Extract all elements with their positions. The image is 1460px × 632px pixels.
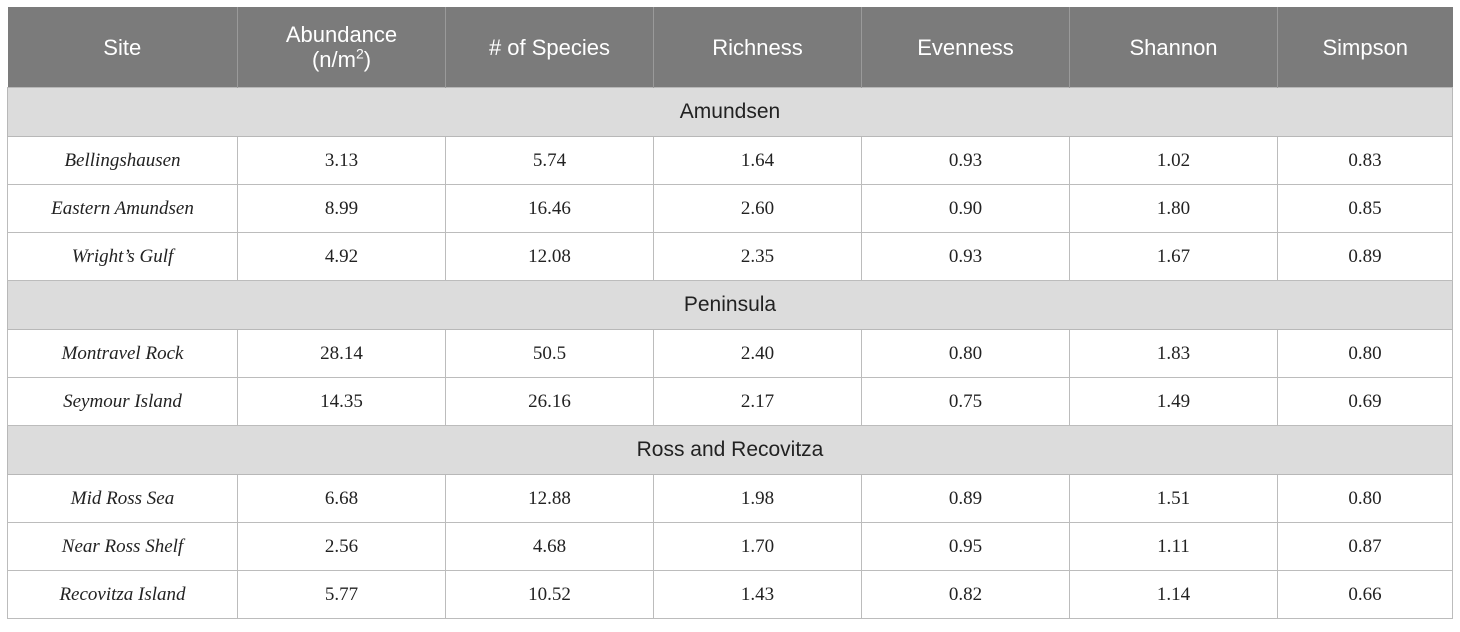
cell-species: 26.16 [445,377,654,426]
cell-abundance: 6.68 [237,474,446,523]
cell-site: Bellingshausen [7,136,238,185]
table-row: Bellingshausen 3.13 5.74 1.64 0.93 1.02 0.83 [7,136,1453,185]
cell-evenness: 0.90 [861,184,1070,233]
header-abundance-unit-post: ) [363,47,372,72]
header-row: Site Abundance (n/m2) # of Species Richn… [7,7,1453,88]
cell-richness: 2.35 [653,232,862,281]
group-row: Peninsula [7,280,1453,330]
cell-simpson: 0.85 [1277,184,1453,233]
table-row: Eastern Amundsen 8.99 16.46 2.60 0.90 1.80 0.8… [7,184,1453,233]
cell-abundance: 5.77 [237,570,446,619]
cell-site: Eastern Amundsen [7,184,238,233]
cell-shannon: 1.14 [1069,570,1278,619]
cell-richness: 2.40 [653,329,862,378]
group-row: Amundsen [7,87,1453,137]
header-evenness: Evenness [861,7,1070,88]
cell-richness: 2.17 [653,377,862,426]
cell-evenness: 0.89 [861,474,1070,523]
cell-site: Seymour Island [7,377,238,426]
cell-richness: 1.98 [653,474,862,523]
group-label: Peninsula [7,280,1453,330]
cell-shannon: 1.80 [1069,184,1278,233]
cell-shannon: 1.49 [1069,377,1278,426]
cell-evenness: 0.82 [861,570,1070,619]
cell-richness: 1.43 [653,570,862,619]
cell-simpson: 0.80 [1277,474,1453,523]
cell-abundance: 28.14 [237,329,446,378]
header-richness: Richness [653,7,862,88]
cell-richness: 1.70 [653,522,862,571]
cell-abundance: 4.92 [237,232,446,281]
table-header: Site Abundance (n/m2) # of Species Richn… [7,7,1453,88]
cell-shannon: 1.67 [1069,232,1278,281]
table-body: Amundsen Bellingshausen 3.13 5.74 1.64 0.93 1.… [7,87,1453,619]
table-row: Mid Ross Sea 6.68 12.88 1.98 0.89 1.51 0.80 [7,474,1453,523]
table-row: Montravel Rock 28.14 50.5 2.40 0.80 1.83 0.80 [7,329,1453,378]
cell-abundance: 14.35 [237,377,446,426]
cell-simpson: 0.83 [1277,136,1453,185]
cell-simpson: 0.66 [1277,570,1453,619]
header-shannon: Shannon [1069,7,1278,88]
cell-shannon: 1.83 [1069,329,1278,378]
table-row: Recovitza Island 5.77 10.52 1.43 0.82 1.14 0.6… [7,570,1453,619]
header-species: # of Species [445,7,654,88]
cell-abundance: 3.13 [237,136,446,185]
cell-simpson: 0.89 [1277,232,1453,281]
cell-species: 12.88 [445,474,654,523]
cell-species: 10.52 [445,570,654,619]
header-abundance-line1: Abundance [285,22,398,47]
table-row: Near Ross Shelf 2.56 4.68 1.70 0.95 1.11 0.87 [7,522,1453,571]
cell-evenness: 0.93 [861,232,1070,281]
cell-site: Recovitza Island [7,570,238,619]
cell-simpson: 0.87 [1277,522,1453,571]
cell-abundance: 2.56 [237,522,446,571]
cell-site: Montravel Rock [7,329,238,378]
cell-site: Near Ross Shelf [7,522,238,571]
cell-species: 5.74 [445,136,654,185]
cell-richness: 1.64 [653,136,862,185]
cell-species: 50.5 [445,329,654,378]
header-abundance-unit-pre: (n/m [311,47,356,72]
cell-abundance: 8.99 [237,184,446,233]
header-simpson: Simpson [1277,7,1453,88]
group-label: Ross and Recovitza [7,425,1453,475]
cell-shannon: 1.11 [1069,522,1278,571]
cell-species: 4.68 [445,522,654,571]
cell-species: 12.08 [445,232,654,281]
cell-simpson: 0.69 [1277,377,1453,426]
cell-evenness: 0.95 [861,522,1070,571]
cell-richness: 2.60 [653,184,862,233]
diversity-table: Site Abundance (n/m2) # of Species Richn… [7,7,1453,619]
cell-evenness: 0.93 [861,136,1070,185]
cell-simpson: 0.80 [1277,329,1453,378]
header-abundance-unit-sup: 2 [355,45,364,62]
group-label: Amundsen [7,87,1453,137]
cell-species: 16.46 [445,184,654,233]
group-row: Ross and Recovitza [7,425,1453,475]
cell-shannon: 1.02 [1069,136,1278,185]
table-row: Seymour Island 14.35 26.16 2.17 0.75 1.49 0.69 [7,377,1453,426]
cell-site: Mid Ross Sea [7,474,238,523]
cell-site: Wright’s Gulf [7,232,238,281]
cell-evenness: 0.75 [861,377,1070,426]
cell-shannon: 1.51 [1069,474,1278,523]
header-site: Site [7,7,238,88]
table-row: Wright’s Gulf 4.92 12.08 2.35 0.93 1.67 0.89 [7,232,1453,281]
header-abundance: Abundance (n/m2) [237,7,446,88]
cell-evenness: 0.80 [861,329,1070,378]
